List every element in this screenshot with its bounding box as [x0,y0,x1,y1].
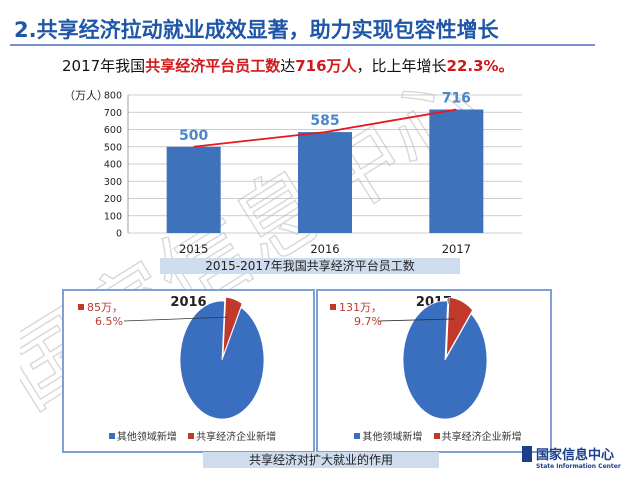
callout-marker-icon [78,304,84,310]
bar-data-label: 500 [179,128,208,144]
y-tick-label: 100 [104,211,122,222]
callout-leader-line [377,318,455,322]
pie-panel-2016: 2016 85万， 6.5% 其他领域新增 共享经济企业新增 [62,289,315,453]
logo-text-english: State Information Center [536,463,621,470]
logo-text-chinese: 国家信息中心 [536,448,615,463]
y-tick-label: 400 [104,160,122,171]
bar [429,109,484,233]
bar-chart-caption: 2015-2017年我国共享经济平台员工数 [160,258,460,274]
callout-marker-icon [330,304,336,310]
x-tick-label: 2016 [310,242,339,256]
y-tick-label: 300 [104,177,122,188]
headline-part-3: ，比上年增长 [356,57,447,75]
pie-chart-2016 [123,296,265,420]
pie-chart-2017 [377,296,488,420]
y-tick-label: 700 [104,108,122,119]
pie-2017-callout-value: 131万， [339,301,382,314]
legend-swatch-other [354,433,361,439]
legend-label-sharing: 共享经济企业新增 [196,432,277,443]
y-tick-label: 600 [104,125,122,136]
bar-data-label: 716 [442,90,471,106]
y-tick-label: 0 [116,229,122,240]
pie-slice-other [402,300,488,420]
pie-2016-callout-value: 85万， [87,301,123,314]
pie-slice-sharing [446,296,474,357]
callout-leader-line [123,316,228,322]
headline-highlight-2: 716万人 [295,57,357,75]
headline-highlight-3: 22.3%。 [446,57,514,75]
legend-label-other: 其他领域新增 [362,432,423,443]
legend-swatch-sharing [433,433,440,439]
y-tick-label: 500 [104,142,122,153]
headline-part-1: 2017年我国 [62,57,146,75]
pie-slice-other [179,300,265,420]
pie-slice-sharing [222,296,243,357]
x-tick-label: 2017 [442,242,471,256]
state-information-center-logo: 国家信息中心 State Information Center [522,444,632,478]
legend-label-sharing: 共享经济企业新增 [441,432,522,443]
bar [298,132,352,233]
title-divider [10,44,595,46]
pie-2016-callout-percent: 6.5% [95,315,123,328]
headline-part-2: 达 [280,57,296,75]
y-tick-label: 800 [104,91,122,102]
headline-highlight-1: 共享经济平台员工数 [145,57,281,75]
pie-panel-2017: 2017 131万， 9.7% 其他领域新增 共享经济企业新增 [316,289,552,453]
headline-statement: 2017年我国共享经济平台员工数达716万人，比上年增长22.3%。 [62,55,514,76]
y-tick-label: 200 [104,194,122,205]
page-title: 2.共享经济拉动就业成效显著，助力实现包容性增长 [14,18,499,42]
pie-2017-legend: 其他领域新增 共享经济企业新增 [318,428,550,443]
legend-swatch-sharing [188,433,195,439]
y-axis-unit-label: （万人） [64,89,108,102]
legend-label-other: 其他领域新增 [116,432,177,443]
pie-2017-callout-percent: 9.7% [354,315,382,328]
legend-swatch-other [108,433,115,439]
x-tick-label: 2015 [179,242,208,256]
logo-mark-icon [522,446,532,462]
pie-2016-callout: 85万， 6.5% [78,301,123,329]
pie-2017-callout: 131万， 9.7% [330,301,382,329]
bar [166,146,221,233]
bar-data-label: 585 [310,113,339,129]
pie-charts-caption: 共享经济对扩大就业的作用 [203,452,439,468]
trend-line [193,108,457,148]
pie-2016-legend: 其他领域新增 共享经济企业新增 [64,428,313,443]
pie-year-2016: 2016 [170,295,207,310]
